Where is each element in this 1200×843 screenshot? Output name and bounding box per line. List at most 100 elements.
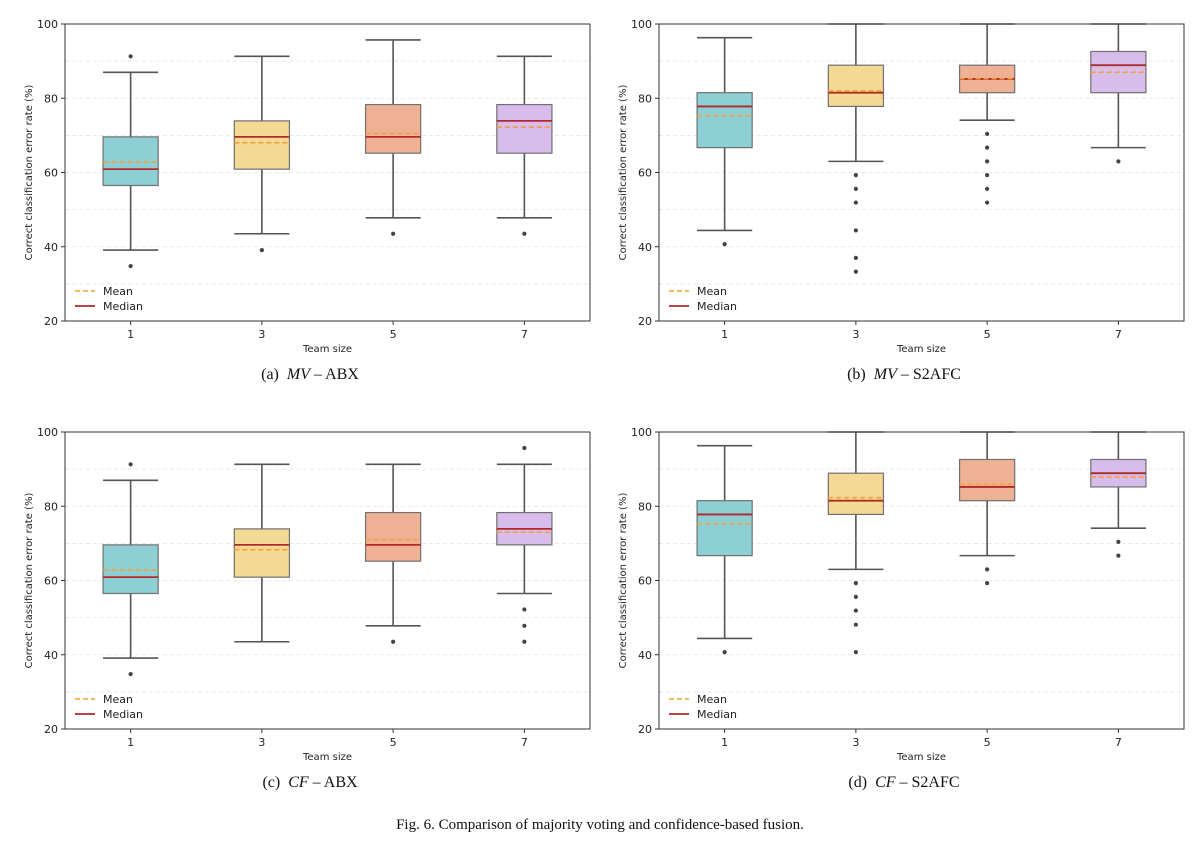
outlier-point — [853, 622, 858, 627]
x-tick-label: 1 — [721, 328, 728, 341]
caption-dash: – — [899, 774, 908, 791]
box-iqr — [102, 136, 159, 187]
legend-mean-label: Mean — [697, 693, 727, 706]
outlier-point — [853, 594, 858, 599]
caption-method: MV — [286, 366, 310, 383]
box-iqr — [233, 528, 291, 578]
y-tick-label: 40 — [44, 649, 58, 662]
box-group-1 — [102, 54, 159, 269]
outlier-point — [259, 247, 264, 253]
boxplot-panel-d: 20 40 60 80 100 1 3 5 7 Team size Correct classifi… — [618, 426, 1185, 763]
boxplot-panel-b: 20 40 60 80 100 1 3 5 7 Team size Correct classifi… — [618, 18, 1185, 355]
box-iqr — [496, 103, 553, 154]
outlier-point — [985, 580, 990, 586]
outlier-point — [985, 172, 990, 178]
outlier-point — [853, 269, 858, 274]
y-tick-label: 20 — [638, 315, 652, 328]
outlier-point — [985, 567, 990, 572]
box-iqr — [696, 500, 753, 557]
boxplot-panel-c: 20 40 60 80 100 1 3 5 7 Team size Correct classifi… — [24, 426, 591, 763]
legend-median-label: Median — [103, 708, 143, 721]
outlier-point — [522, 607, 527, 612]
x-tick-label: 7 — [1115, 736, 1122, 749]
caption-method: CF — [288, 774, 309, 791]
caption-dash: – — [312, 774, 321, 791]
panel-caption-c: (c) CF – ABX — [30, 774, 590, 792]
outlier-point — [985, 159, 990, 164]
y-axis-label: Correct classification error rate (%) — [618, 493, 629, 669]
box-group-3 — [233, 55, 291, 253]
x-tick-label: 1 — [127, 736, 134, 749]
box-group-5 — [958, 23, 1016, 205]
box-iqr — [827, 64, 885, 108]
x-tick-label: 3 — [258, 328, 265, 341]
y-tick-label: 40 — [44, 241, 58, 254]
outlier-point — [1116, 159, 1121, 164]
outlier-point — [853, 608, 858, 613]
x-tick-label: 5 — [390, 328, 397, 341]
boxplot-panel-a: 20 40 60 80 100 1 3 5 7 Team size Correct classifi… — [24, 18, 591, 355]
y-tick-label: 40 — [638, 649, 652, 662]
x-tick-label: 3 — [258, 736, 265, 749]
outlier-point — [985, 200, 990, 205]
caption-test: S2AFC — [912, 366, 961, 383]
outlier-point — [391, 231, 396, 236]
box-group-5 — [958, 431, 1016, 586]
caption-label: (c) — [262, 774, 281, 791]
box-group-5 — [364, 463, 422, 644]
y-tick-label: 40 — [638, 241, 652, 254]
box-group-3 — [827, 23, 885, 274]
legend: Mean Median — [75, 693, 143, 721]
y-tick-label: 60 — [44, 167, 58, 180]
caption-label: (b) — [847, 366, 866, 383]
caption-test: S2AFC — [911, 774, 960, 791]
legend-mean-label: Mean — [103, 693, 133, 706]
y-tick-label: 100 — [37, 426, 58, 439]
box-iqr — [364, 511, 422, 562]
y-tick-label: 20 — [44, 723, 58, 736]
y-tick-label: 80 — [44, 500, 58, 513]
legend-median-label: Median — [697, 708, 737, 721]
y-tick-label: 100 — [631, 18, 652, 31]
legend: Mean Median — [75, 285, 143, 313]
outlier-point — [128, 462, 133, 467]
box-group-7 — [1090, 23, 1147, 164]
y-axis-label: Correct classification error rate (%) — [24, 493, 35, 669]
outlier-point — [985, 131, 990, 136]
box-iqr — [958, 458, 1016, 502]
outlier-point — [853, 186, 858, 191]
caption-method: MV — [873, 366, 897, 383]
outlier-point — [853, 200, 858, 205]
figure-caption: Fig. 6. Comparison of majority voting an… — [396, 817, 804, 833]
box-iqr — [102, 544, 159, 595]
y-tick-label: 20 — [44, 315, 58, 328]
x-tick-label: 1 — [127, 328, 134, 341]
box-group-7 — [496, 55, 553, 236]
legend: Mean Median — [669, 285, 737, 313]
box-group-1 — [696, 36, 753, 247]
panel-caption-a: (a) MV – ABX — [30, 366, 590, 384]
outlier-point — [522, 623, 527, 628]
outlier-point — [522, 445, 527, 451]
box-group-1 — [102, 462, 159, 677]
box-group-7 — [1090, 431, 1147, 558]
outlier-point — [391, 639, 396, 644]
outlier-point — [128, 54, 133, 59]
outlier-point — [853, 650, 858, 655]
box-group-3 — [233, 463, 291, 643]
caption-dash: – — [313, 366, 322, 383]
outlier-point — [722, 650, 727, 655]
x-tick-label: 7 — [521, 736, 528, 749]
y-axis-label: Correct classification error rate (%) — [618, 85, 629, 261]
outlier-point — [1116, 553, 1121, 558]
x-axis-label: Team size — [302, 344, 352, 355]
outlier-point — [985, 186, 990, 191]
box-group-5 — [364, 39, 422, 236]
caption-test: ABX — [323, 774, 358, 791]
outlier-point — [853, 255, 858, 260]
caption-dash: – — [900, 366, 909, 383]
x-tick-label: 5 — [390, 736, 397, 749]
outlier-point — [853, 580, 858, 586]
outlier-point — [128, 671, 133, 677]
x-tick-label: 5 — [984, 736, 991, 749]
